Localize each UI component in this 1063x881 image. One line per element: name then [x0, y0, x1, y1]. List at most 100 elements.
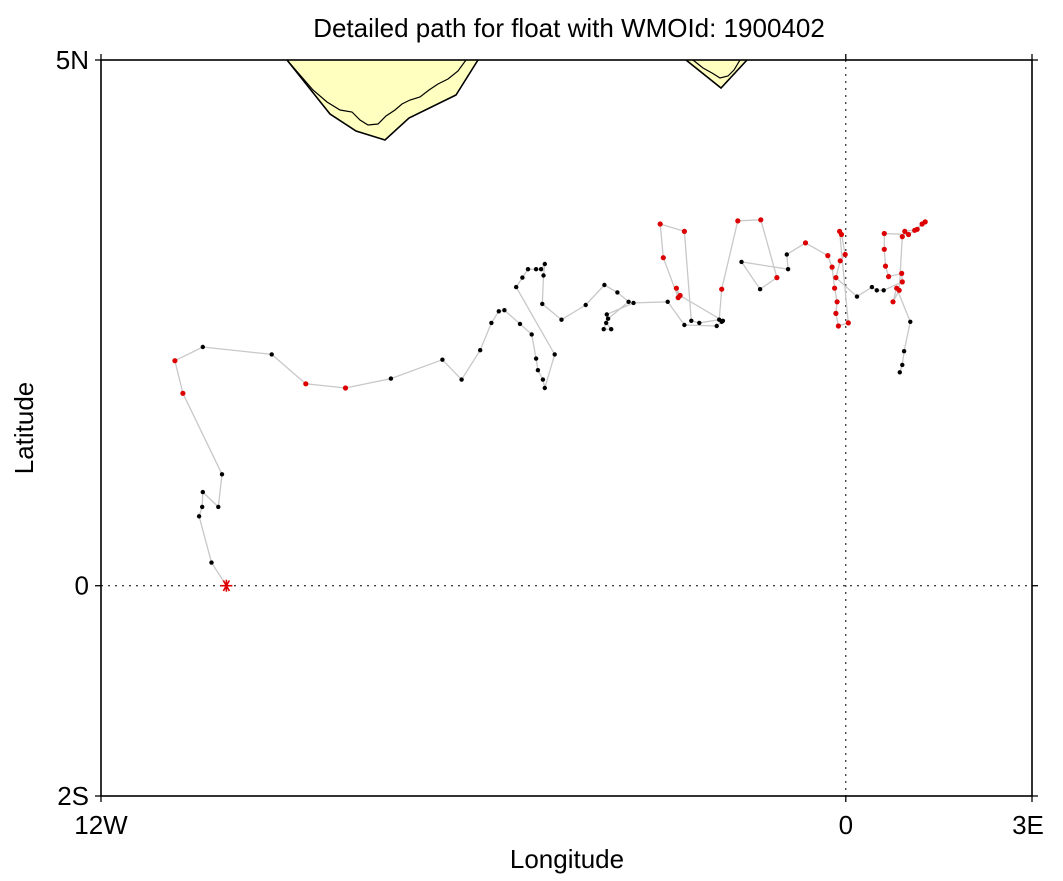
y-axis-title: Latitude: [9, 382, 39, 475]
profile-point: [489, 320, 494, 326]
profile-point: [602, 282, 607, 288]
profile-point: [914, 226, 920, 232]
profile-point: [269, 352, 274, 357]
profile-point: [517, 321, 523, 327]
x-tick-label: 3E: [1012, 810, 1044, 840]
profile-point: [739, 259, 744, 265]
profile-point: [552, 352, 557, 357]
profile-point: [502, 308, 507, 313]
x-axis-title: Longitude: [510, 844, 624, 874]
profile-point: [583, 302, 588, 308]
profile-point: [697, 320, 702, 326]
chart-title: Detailed path for float with WMOId: 1900…: [313, 13, 825, 43]
profile-point: [897, 370, 902, 375]
coastline-inner-west: [286, 60, 467, 126]
profile-point: [894, 285, 900, 291]
profile-point: [675, 295, 681, 301]
profile-point: [478, 348, 483, 353]
profile-point: [540, 301, 545, 307]
profile-point: [604, 320, 609, 326]
profile-point: [216, 504, 221, 510]
profile-point: [440, 357, 445, 362]
profile-point: [525, 267, 531, 272]
profile-point: [842, 251, 848, 258]
profile-point: [342, 385, 349, 391]
profile-point: [890, 299, 896, 305]
y-tick-label: 0: [75, 571, 89, 601]
profile-point: [459, 377, 464, 382]
profile-point: [219, 472, 225, 477]
profile-point: [172, 358, 178, 364]
profile-point: [720, 318, 726, 323]
profile-point: [845, 320, 851, 326]
start-marker: [220, 579, 233, 592]
coastline-inner-east: [692, 60, 741, 79]
profile-point: [615, 290, 620, 295]
profile-point: [902, 228, 908, 234]
profile-point: [854, 294, 860, 299]
profile-point: [631, 300, 636, 306]
profile-point: [834, 299, 840, 305]
profile-point: [196, 514, 202, 519]
profile-point: [881, 246, 887, 252]
x-tick-label: 0: [839, 810, 853, 840]
profile-point: [714, 323, 719, 329]
profile-point: [833, 310, 839, 316]
profile-point: [874, 288, 879, 293]
profile-point: [719, 286, 725, 292]
profile-point: [540, 377, 546, 382]
profile-point: [514, 284, 519, 290]
profile-point: [533, 267, 539, 272]
float-points: [172, 217, 928, 565]
profile-point: [900, 362, 905, 368]
profile-point: [899, 270, 905, 276]
profile-point: [825, 253, 831, 259]
profile-point: [881, 230, 887, 237]
axis-ticks: 12W 0 3E 5N 0 2S: [56, 45, 1044, 840]
profile-point: [609, 327, 614, 332]
profile-point: [838, 231, 845, 238]
profile-point: [541, 273, 546, 278]
profile-point: [542, 261, 547, 267]
profile-point: [665, 299, 670, 304]
profile-point: [832, 285, 838, 291]
profile-point: [901, 349, 907, 354]
profile-point: [200, 504, 205, 510]
profile-point: [605, 316, 611, 321]
profile-point: [886, 274, 892, 280]
coastline-outer-west: [286, 60, 479, 141]
profile-point: [837, 258, 843, 264]
profile-point: [496, 309, 501, 314]
profile-point: [717, 317, 722, 322]
profile-point: [209, 560, 214, 565]
profile-point: [908, 319, 913, 324]
profile-point: [604, 312, 609, 317]
profile-point: [905, 231, 912, 238]
profile-point: [538, 267, 544, 272]
profile-point: [529, 332, 534, 337]
profile-point: [180, 390, 186, 396]
y-tick-label: 5N: [56, 45, 89, 75]
x-tick-label: 12W: [74, 810, 128, 840]
profile-point: [735, 218, 741, 224]
profile-point: [200, 489, 205, 495]
profile-point: [681, 228, 688, 234]
profile-point: [785, 267, 791, 272]
profile-point: [869, 284, 875, 290]
profile-point: [882, 263, 889, 269]
profile-point: [784, 252, 789, 257]
coastline-outer-east: [685, 60, 748, 90]
y-tick-label: 2S: [57, 781, 89, 811]
profile-point: [922, 219, 928, 225]
reference-lines: [101, 60, 1032, 796]
profile-point: [559, 317, 564, 322]
profile-point: [757, 287, 763, 292]
profile-point: [899, 234, 905, 240]
profile-point: [200, 344, 205, 350]
profile-point: [835, 323, 842, 329]
profile-point: [660, 255, 666, 261]
profile-point: [535, 368, 541, 373]
profile-point: [533, 356, 539, 361]
profile-point: [626, 299, 631, 304]
